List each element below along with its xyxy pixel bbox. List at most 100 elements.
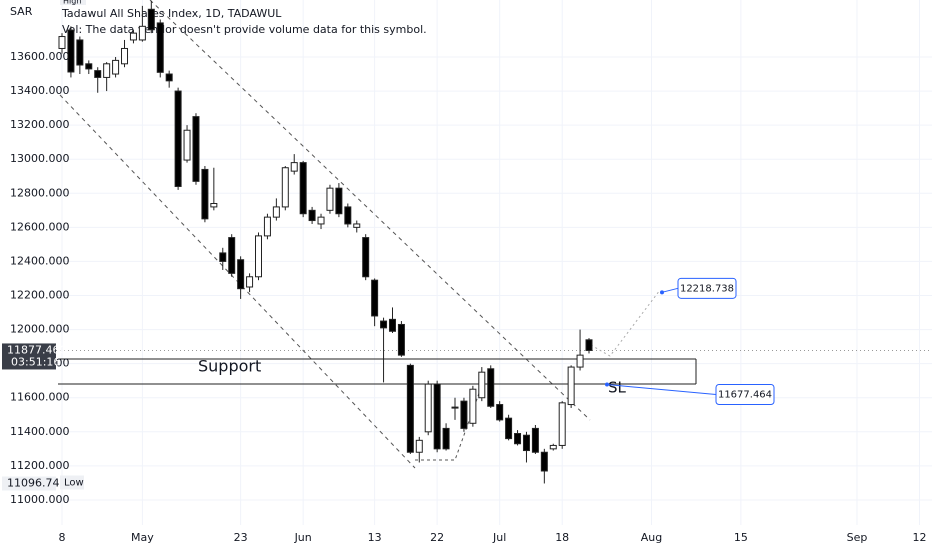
x-tick-label: Jul (492, 531, 506, 544)
channel-upper (149, 0, 591, 421)
target-box (715, 384, 775, 406)
candle-body (424, 383, 432, 433)
target-point (660, 290, 664, 295)
candle-body (94, 70, 102, 78)
candle-body (362, 237, 370, 278)
y-axis-label: SAR (10, 5, 33, 18)
y-tick-label: 12200.000 (10, 289, 70, 302)
y-tick-label: 12400.000 (10, 254, 70, 267)
low-box (2, 476, 56, 491)
candle-body (308, 209, 316, 222)
x-tick-label: 13 (368, 531, 382, 544)
x-tick-label: Sep (847, 531, 868, 544)
y-tick-label: 12600.000 (10, 220, 70, 233)
candle-body (246, 276, 254, 288)
y-tick-label: 13400.000 (10, 84, 70, 97)
candle-body (540, 451, 548, 472)
countdown-label: 03:51:16 (11, 355, 60, 368)
candle-body (388, 318, 396, 332)
candle-body (522, 434, 530, 452)
candle-body (67, 29, 75, 73)
candle-body (237, 259, 245, 290)
target-box (677, 277, 737, 299)
candle-body (478, 371, 486, 399)
y-tick-label: 12000.000 (10, 323, 70, 336)
candle-body (451, 406, 459, 409)
current-price-box (2, 343, 56, 370)
candle-body (156, 22, 164, 73)
high-tag (60, 0, 86, 5)
target-label: 12218.738 (680, 283, 734, 294)
projection (590, 289, 661, 357)
y-tick-label: 11000.000 (10, 493, 70, 506)
chart-subtitle: Vol: The data vendor doesn't provide vol… (62, 23, 427, 36)
candle-body (317, 216, 325, 225)
candle-body (299, 162, 307, 215)
candle-body (567, 366, 575, 406)
candle-body (272, 206, 280, 218)
candle-body (58, 36, 66, 49)
candle-body (76, 39, 84, 66)
target-connector (661, 287, 679, 293)
x-tick-label: 12 (912, 531, 926, 544)
y-tick-label: 12800.000 (10, 186, 70, 199)
candle-body (129, 32, 137, 41)
candle-body (103, 63, 111, 78)
candle-body (415, 439, 423, 453)
candle-body (496, 404, 504, 421)
candle-body (147, 8, 155, 31)
candle-body (505, 417, 513, 440)
candle-body (228, 237, 236, 274)
candle-body (549, 444, 557, 450)
y-tick-label: 13000.000 (10, 152, 70, 165)
candle-body (558, 402, 566, 446)
candle-body (138, 25, 146, 41)
candle-body (380, 320, 388, 329)
target-connector (606, 384, 717, 396)
y-tick-label: 11600.000 (10, 391, 70, 404)
candle-body (469, 388, 477, 424)
target-point (605, 382, 609, 387)
candle-body (85, 63, 93, 70)
candle-body (371, 279, 379, 317)
candle-body (514, 433, 522, 445)
y-tick-label: 13200.000 (10, 118, 70, 131)
candle-body (183, 129, 191, 161)
candle-body (290, 162, 298, 172)
candle-body (112, 59, 120, 75)
candle-body (263, 216, 271, 237)
candle-body (219, 252, 227, 262)
y-tick-label: 11200.000 (10, 459, 70, 472)
candle-body (433, 383, 441, 450)
target-label: 11677.464 (718, 390, 772, 401)
candle-body (210, 203, 218, 208)
candle-body (281, 167, 289, 208)
candle-body (192, 116, 200, 182)
y-tick-label: 13600.000 (10, 50, 70, 63)
pattern-line (415, 384, 483, 461)
x-tick-label: 18 (555, 531, 569, 544)
candle-body (165, 73, 173, 82)
candle-body (576, 354, 584, 368)
high-text: High (63, 0, 81, 6)
x-tick-label: 22 (430, 531, 444, 544)
candle-body (460, 400, 468, 429)
candle-body (326, 187, 334, 211)
low-text: Low (64, 477, 84, 488)
candle-body (442, 427, 450, 450)
current-price-label: 11877.460 (7, 343, 67, 356)
y-tick-label: 11400.000 (10, 425, 70, 438)
candle-body (201, 168, 209, 220)
low-value: 11096.740 (7, 476, 67, 489)
x-tick-label: 23 (234, 531, 248, 544)
candle-body (353, 223, 361, 228)
candle-body (406, 364, 414, 453)
x-tick-label: 8 (58, 531, 65, 544)
candle-body (397, 323, 405, 356)
support-label: Support (198, 357, 261, 376)
candle-body (585, 339, 593, 351)
x-tick-label: Jun (294, 531, 312, 544)
candle-body (531, 427, 539, 453)
